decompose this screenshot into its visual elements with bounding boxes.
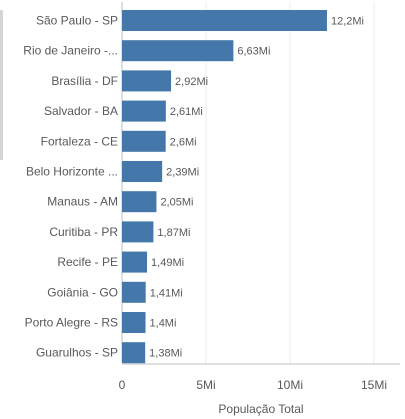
x-tick-label: 10Mi [277, 378, 303, 392]
bar[interactable] [122, 161, 163, 182]
category-label: Goiânia - GO [47, 285, 118, 299]
category-label: Curitiba - PR [49, 225, 118, 239]
category-label: Fortaleza - CE [41, 134, 118, 148]
x-tick-label: 5Mi [196, 378, 215, 392]
value-label: 12,2Mi [331, 16, 364, 28]
bars [122, 10, 327, 364]
x-axis-title: População Total [218, 402, 303, 416]
x-tick-label: 15Mi [361, 378, 387, 392]
category-label: Rio de Janeiro -... [23, 44, 118, 58]
value-labels: 12,2Mi 6,63Mi 2,92Mi 2,61Mi 2,6Mi 2,39Mi 2,05M… [149, 16, 364, 360]
value-label: 2,39Mi [166, 167, 199, 179]
value-label: 1,49Mi [151, 257, 184, 269]
category-label: Belo Horizonte ... [26, 165, 118, 179]
value-label: 1,87Mi [157, 227, 190, 239]
value-label: 2,05Mi [160, 197, 193, 209]
bar[interactable] [122, 191, 157, 213]
bar[interactable] [122, 10, 327, 31]
bar[interactable] [122, 342, 146, 364]
bar[interactable] [122, 130, 166, 152]
value-label: 1,38Mi [149, 348, 182, 360]
category-label: Brasília - DF [51, 74, 118, 88]
bar[interactable] [122, 221, 154, 243]
category-label: Porto Alegre - RS [25, 316, 118, 330]
category-label: Guarulhos - SP [36, 346, 118, 360]
grid-lines [205, 2, 375, 364]
value-label: 2,6Mi [170, 136, 197, 148]
category-labels: São Paulo - SP Rio de Janeiro -... Brasíli… [23, 14, 118, 360]
value-label: 6,63Mi [237, 46, 270, 58]
x-tick-label: 0 [119, 378, 126, 392]
value-label: 1,4Mi [150, 318, 177, 330]
value-label: 2,61Mi [170, 106, 203, 118]
bar[interactable] [122, 100, 166, 122]
bar[interactable] [122, 40, 234, 62]
x-tick-labels: 0 5Mi 10Mi 15Mi [119, 378, 387, 392]
category-label: Manaus - AM [47, 195, 118, 209]
category-label: Recife - PE [57, 255, 118, 269]
value-label: 1,41Mi [150, 287, 183, 299]
category-label: São Paulo - SP [36, 14, 118, 28]
bar[interactable] [122, 281, 146, 303]
category-label: Salvador - BA [44, 104, 118, 118]
value-label: 2,92Mi [175, 76, 208, 88]
bar[interactable] [122, 251, 148, 273]
bar[interactable] [122, 70, 172, 92]
bar[interactable] [122, 312, 146, 333]
